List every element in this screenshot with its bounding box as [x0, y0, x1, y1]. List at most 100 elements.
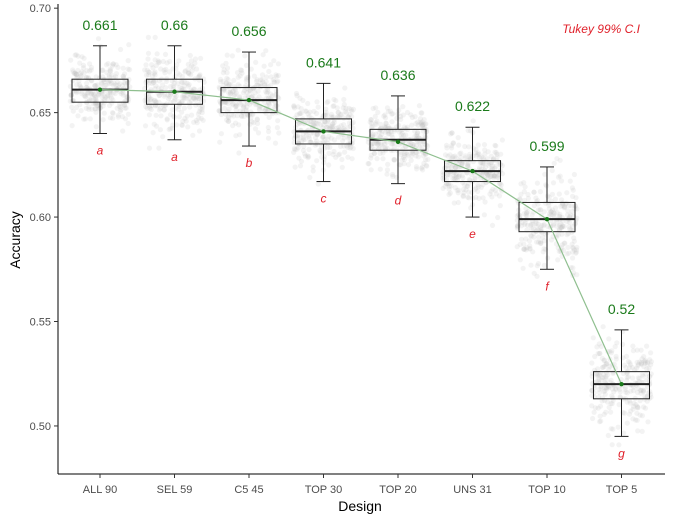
jitter-point — [455, 135, 461, 141]
jitter-point — [162, 70, 168, 76]
jitter-point — [548, 212, 554, 218]
jitter-point — [335, 109, 341, 115]
jitter-point — [93, 109, 99, 115]
jitter-point — [444, 172, 450, 178]
jitter-point — [307, 139, 313, 145]
jitter-point — [146, 72, 152, 78]
jitter-point — [457, 158, 463, 164]
jitter-point — [635, 385, 642, 392]
jitter-point — [99, 90, 105, 97]
jitter-point — [126, 96, 132, 102]
jitter-point — [384, 145, 390, 151]
jitter-point — [324, 124, 330, 130]
jitter-point — [335, 114, 341, 120]
jitter-point — [300, 147, 306, 153]
jitter-point — [297, 95, 303, 101]
jitter-point — [88, 91, 94, 97]
jitter-point — [547, 211, 553, 217]
jitter-point — [488, 173, 494, 180]
jitter-point — [447, 152, 453, 158]
jitter-point — [558, 221, 564, 227]
jitter-point — [368, 155, 374, 161]
jitter-point — [421, 160, 427, 166]
jitter-point — [374, 140, 380, 146]
jitter-point — [448, 165, 454, 171]
jitter-point — [295, 135, 301, 141]
jitter-point — [518, 223, 525, 229]
jitter-point — [328, 111, 334, 117]
jitter-point — [458, 150, 464, 156]
jitter-point — [105, 96, 111, 102]
jitter-point — [484, 171, 490, 177]
jitter-point — [348, 144, 354, 150]
jitter-point — [274, 79, 280, 85]
jitter-point — [524, 210, 530, 216]
jitter-point — [81, 92, 87, 99]
jitter-point — [191, 86, 197, 92]
jitter-point — [190, 132, 196, 138]
jitter-point — [236, 150, 242, 156]
jitter-point — [443, 181, 449, 187]
jitter-point — [521, 246, 527, 252]
jitter-point — [521, 241, 527, 247]
jitter-point — [193, 95, 199, 101]
jitter-point — [554, 223, 560, 229]
jitter-point — [196, 73, 202, 79]
jitter-point — [324, 124, 330, 131]
jitter-point — [232, 84, 238, 90]
jitter-point — [172, 74, 178, 80]
jitter-point — [373, 121, 379, 127]
jitter-point — [644, 343, 650, 349]
jitter-point — [183, 96, 189, 102]
jitter-point — [229, 102, 235, 108]
jitter-point — [298, 106, 304, 112]
jitter-point — [157, 127, 163, 133]
jitter-point — [158, 113, 164, 119]
jitter-point — [98, 43, 104, 49]
jitter-point — [262, 99, 268, 106]
jitter-point — [527, 246, 533, 252]
jitter-point — [172, 95, 178, 101]
jitter-point — [142, 123, 149, 129]
jitter-point — [404, 109, 411, 116]
jitter-point — [182, 95, 188, 101]
jitter-point — [478, 159, 484, 166]
jitter-point — [151, 121, 157, 127]
jitter-point — [341, 143, 347, 149]
jitter-point — [535, 207, 542, 213]
jitter-point — [616, 442, 622, 448]
jitter-point — [117, 81, 123, 87]
jitter-point — [419, 164, 425, 170]
jitter-point — [304, 118, 311, 125]
jitter-point — [261, 63, 267, 69]
jitter-point — [492, 149, 498, 155]
jitter-point — [602, 391, 608, 397]
jitter-point — [107, 102, 113, 109]
jitter-point — [176, 99, 182, 105]
jitter-point — [165, 95, 171, 102]
jitter-point — [334, 105, 340, 111]
jitter-point — [642, 393, 648, 399]
group-letter: d — [395, 194, 402, 208]
jitter-point — [462, 155, 469, 161]
jitter-point — [476, 195, 482, 201]
jitter-point — [404, 151, 410, 157]
jitter-point — [318, 140, 324, 146]
jitter-point — [239, 113, 245, 119]
jitter-point — [420, 122, 426, 128]
jitter-point — [301, 143, 307, 149]
mean-label: 0.622 — [455, 98, 490, 114]
jitter-point — [401, 124, 407, 130]
jitter-point — [223, 60, 229, 66]
jitter-point — [559, 231, 565, 237]
jitter-point — [306, 133, 312, 139]
jitter-point — [330, 121, 336, 127]
jitter-point — [235, 82, 241, 88]
jitter-point — [122, 105, 128, 111]
jitter-point — [272, 140, 279, 146]
jitter-point — [167, 92, 174, 98]
jitter-point — [639, 413, 646, 419]
mean-label: 0.599 — [529, 138, 564, 154]
jitter-point — [265, 135, 272, 141]
jitter-point — [250, 93, 256, 99]
